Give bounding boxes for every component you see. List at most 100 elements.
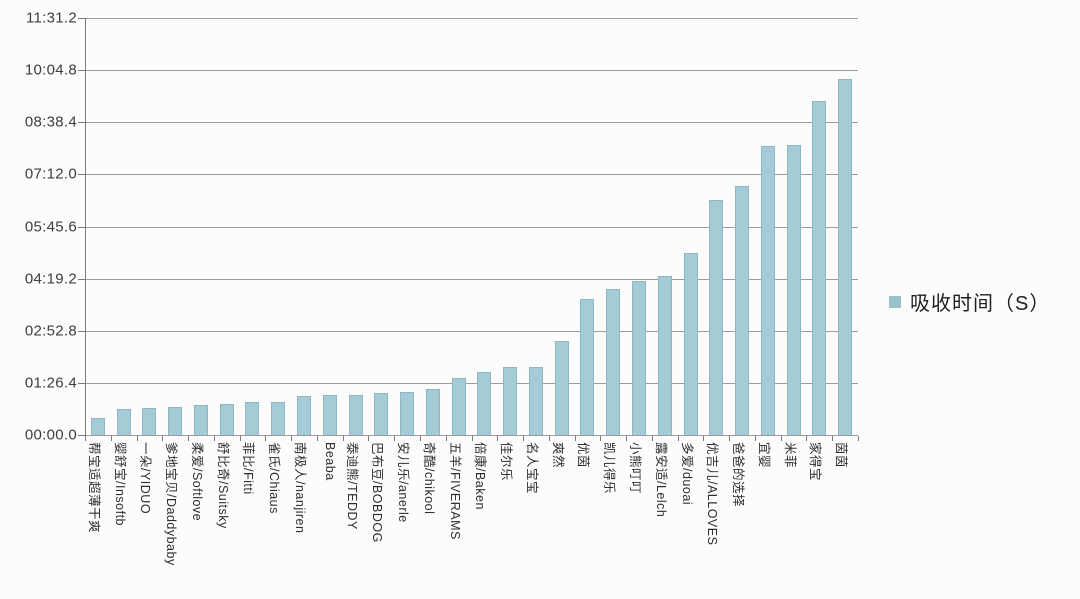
chart-bar (271, 402, 286, 435)
x-axis-label: 柔爱/Softlove (189, 442, 204, 522)
gridline (85, 226, 858, 228)
y-axis-tick (78, 435, 85, 436)
chart-bar (477, 372, 492, 435)
x-axis-label: 南极人/nanjiren (293, 442, 308, 534)
x-axis-label: 名人宝宝 (524, 442, 539, 495)
legend-marker-icon (889, 295, 901, 308)
y-axis-label: 11:31.2 (25, 9, 77, 27)
gridline (85, 122, 858, 124)
x-axis-tick (497, 436, 499, 441)
y-axis-label: 00:00.0 (24, 426, 77, 444)
chart-bar (631, 280, 646, 435)
x-axis-tick (471, 436, 473, 441)
x-axis-tick (677, 436, 679, 441)
chart-bar (709, 199, 724, 435)
x-axis-label: 倍康/Baken (473, 442, 488, 510)
x-axis-tick (548, 436, 550, 441)
x-axis-label: 安儿乐/anerle (396, 442, 411, 523)
x-axis-label: 一朵/YIDUO (138, 442, 153, 515)
chart-bar (374, 393, 389, 435)
x-axis-label: 凯儿得乐 (602, 442, 617, 495)
chart-bar (451, 378, 466, 435)
x-axis-tick (85, 436, 86, 441)
chart-bar (193, 405, 208, 435)
x-axis-tick (600, 436, 602, 441)
x-axis-tick (368, 436, 370, 441)
chart-bar (760, 146, 775, 435)
x-axis-tick (265, 436, 267, 441)
x-axis-tick (316, 436, 318, 441)
x-axis-label: 米菲 (782, 442, 797, 469)
x-axis-label: 五羊/FIVERAMS (447, 442, 462, 540)
y-axis-label: 05:45.6 (24, 218, 77, 235)
chart-bar (297, 395, 312, 435)
x-axis-label: 雀氏/Chiaus (267, 442, 282, 514)
legend: 吸收时间（S） (889, 287, 1050, 316)
chart-bar (90, 418, 105, 435)
gridline (85, 174, 858, 176)
y-axis-tick (78, 122, 85, 124)
y-axis-line (85, 18, 86, 436)
chart-bar (425, 389, 440, 435)
y-axis-tick (78, 18, 85, 19)
chart-bar (606, 289, 621, 435)
x-axis-tick (806, 436, 808, 441)
x-axis-label: 泰迪熊/TEDDY (344, 442, 359, 530)
gridline (85, 435, 858, 436)
y-axis-tick (78, 226, 85, 228)
chart-bar (554, 340, 569, 435)
x-axis-tick (651, 436, 653, 441)
chart-bar (142, 408, 157, 435)
x-axis-tick (626, 436, 628, 441)
x-axis-label: 爽然 (550, 442, 565, 469)
y-axis-tick (78, 70, 85, 72)
gridline (85, 330, 858, 332)
x-axis-tick (239, 436, 241, 441)
y-axis-label: 04:19.2 (24, 270, 77, 288)
x-axis-label: 菲比/Fitti (241, 442, 256, 495)
chart-bar (322, 394, 337, 435)
x-axis-label: 小熊叮叮 (627, 442, 642, 495)
x-axis-label: 奇酷/chikool (421, 442, 436, 515)
legend-label: 吸收时间（S） (910, 293, 1051, 315)
x-axis-tick (394, 436, 396, 441)
x-axis-label: 帮宝适超薄干爽 (86, 442, 101, 534)
gridline (85, 382, 858, 384)
y-axis-tick (78, 174, 85, 176)
x-axis-tick (291, 436, 293, 441)
chart-bar (735, 185, 750, 435)
y-axis-tick (78, 330, 85, 332)
x-axis-tick (574, 436, 576, 441)
x-axis-tick (419, 436, 421, 441)
x-axis-label: 家得宝 (808, 442, 823, 482)
x-axis-tick (729, 436, 731, 441)
x-axis-tick (832, 436, 834, 441)
chart-bar (503, 367, 518, 435)
x-axis-label: 多爱/duoai (679, 442, 694, 506)
x-axis-tick (780, 436, 782, 441)
x-axis-label: 巴布豆/BOBDOG (370, 442, 385, 543)
chart-bar (683, 252, 698, 435)
x-axis-tick (523, 436, 525, 441)
chart-bar (657, 275, 672, 435)
x-axis-label: 舒比奇/Suitsky (215, 442, 230, 529)
chart-bar (580, 299, 595, 435)
x-axis-tick (162, 436, 164, 441)
x-axis-tick (754, 436, 756, 441)
x-axis-tick (858, 436, 859, 441)
x-axis-tick (445, 436, 447, 441)
y-axis-label: 01:26.4 (24, 374, 77, 392)
gridline (85, 278, 858, 280)
x-axis-label: 优吉儿/ALLOVES (705, 442, 720, 546)
y-axis-label: 07:12.0 (24, 165, 77, 183)
x-axis-tick (188, 436, 190, 441)
x-axis-label: 优茵 (576, 442, 591, 469)
x-axis-label: 爹地宝贝/Daddybaby (164, 442, 179, 566)
x-axis-label: 宜婴 (756, 442, 771, 469)
gridline (85, 18, 858, 19)
x-axis-tick (136, 436, 138, 441)
chart-bar (116, 409, 131, 435)
x-axis-label: 婴舒宝/Insoftb (112, 442, 127, 526)
chart-bar (348, 394, 363, 435)
